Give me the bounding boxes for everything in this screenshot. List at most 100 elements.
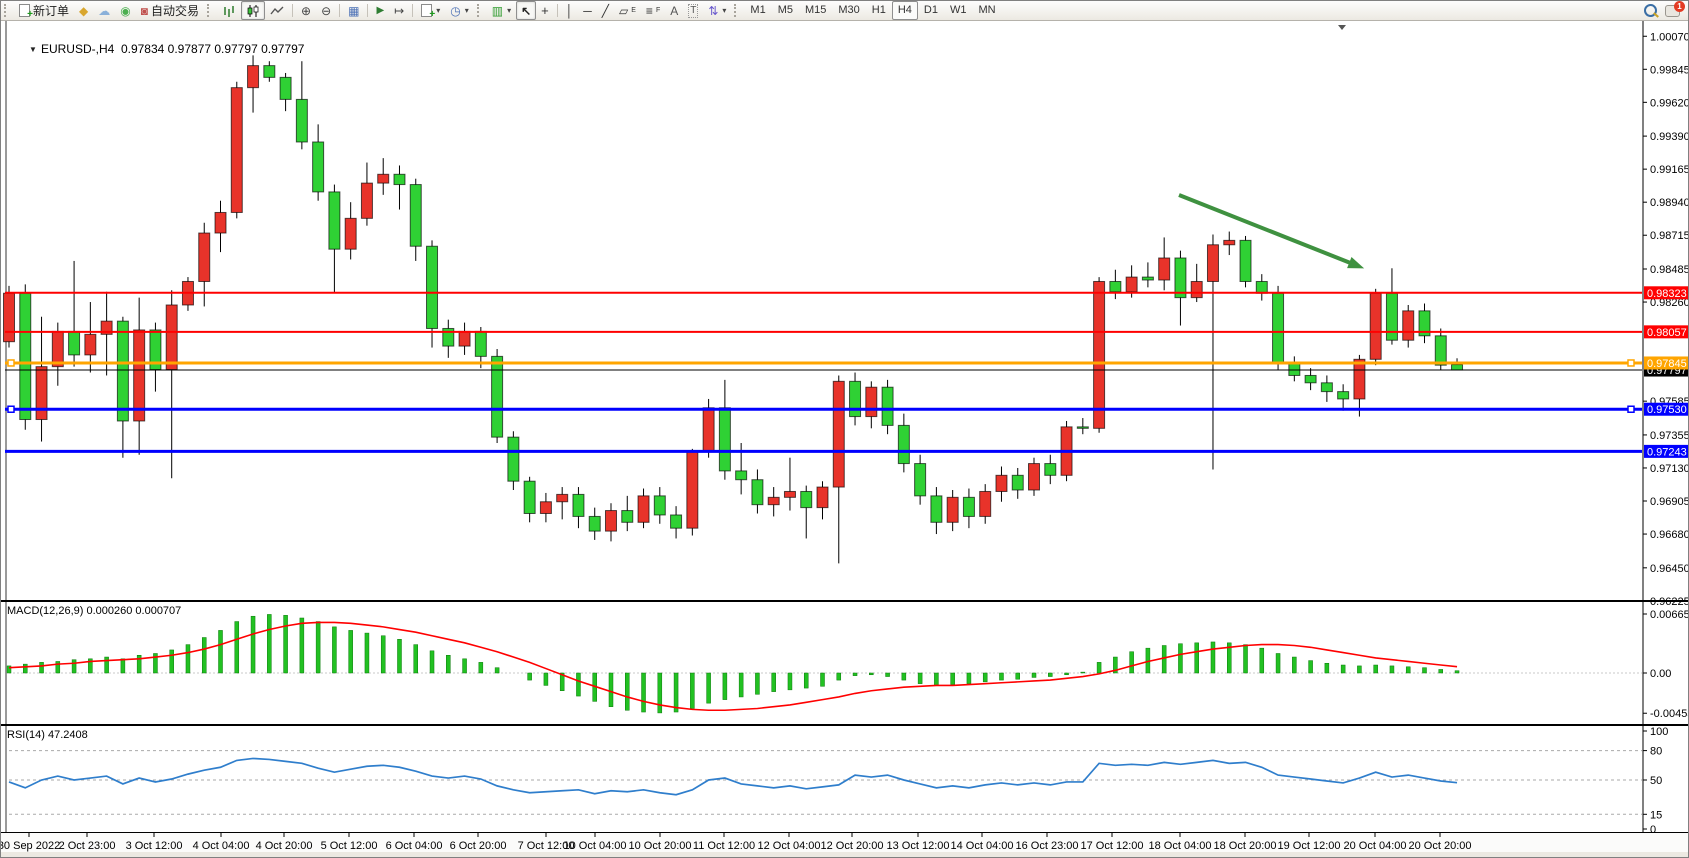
svg-text:0.98485: 0.98485 [1650,264,1689,276]
tab-h4[interactable]: H4 [891,1,918,20]
svg-text:6 Oct 20:00: 6 Oct 20:00 [450,840,507,852]
zoom-out-button[interactable]: ⊖ [316,1,336,20]
tab-d1[interactable]: D1 [923,4,938,16]
rsi-label: RSI(14) 47.2408 [7,729,88,741]
tab-w1[interactable]: W1 [949,4,967,16]
text-button[interactable]: A [665,1,683,20]
svg-text:17 Oct 12:00: 17 Oct 12:00 [1081,840,1144,852]
crosshair-button[interactable]: + [536,1,554,20]
svg-text:10 Oct 04:00: 10 Oct 04:00 [564,840,627,852]
auto-scroll-icon: ▶ [376,4,385,16]
toolbar-gripper[interactable] [4,4,10,17]
metaquotes-button[interactable]: ◆ [74,1,93,20]
line-handle[interactable] [1627,405,1635,413]
indicators-button[interactable]: ▥ ▾ [487,1,516,20]
new-order-label: 新订单 [33,4,70,18]
tile-windows-icon: ▦ [348,3,360,18]
autotrading-button[interactable]: ◙ 自动交易 [136,1,204,20]
line-chart-button[interactable] [265,1,289,20]
line-handle[interactable] [7,405,15,413]
autotrading-icon: ◙ [140,3,148,18]
svg-text:6 Oct 04:00: 6 Oct 04:00 [386,840,443,852]
market-button[interactable]: ☁ [93,1,115,20]
line-chart-icon [270,6,284,14]
svg-text:0.97845: 0.97845 [1647,358,1687,370]
toolbar-gripper[interactable] [476,4,483,17]
svg-text:0.00: 0.00 [1650,668,1671,680]
toolbar-gripper[interactable] [734,4,740,17]
svg-text:3 Oct 12:00: 3 Oct 12:00 [126,840,183,852]
chevron-down-icon: ▾ [507,6,512,15]
svg-text:80: 80 [1650,746,1662,758]
tab-mn[interactable]: MN [978,4,996,16]
svg-text:12 Oct 20:00: 12 Oct 20:00 [821,840,884,852]
horizontal-line-button[interactable]: ─ [578,1,597,20]
tab-h1[interactable]: H1 [871,4,886,16]
tab-m30[interactable]: M30 [838,4,860,16]
price-badge [1644,286,1688,300]
svg-text:0.96905: 0.96905 [1650,496,1689,508]
line-handle[interactable] [1627,359,1635,367]
tab-m1[interactable]: M1 [750,4,766,16]
candlestick-chart-button[interactable] [241,1,265,20]
fibo-letter: F [655,7,661,14]
search-icon[interactable] [1644,4,1657,17]
trend-arrow-object[interactable] [1178,193,1365,269]
svg-text:0.96680: 0.96680 [1650,529,1689,541]
price-axis[interactable]: 1.00070 0.99845 0.99620 0.99390 0.99165 0.989… [1643,31,1689,608]
svg-text:20 Oct 20:00: 20 Oct 20:00 [1409,840,1472,852]
auto-scroll-button[interactable]: ▶ [371,1,389,20]
price-badge [1644,325,1688,339]
arrows-button[interactable]: ⇅ ▾ [703,1,731,20]
chart-shift-marker[interactable] [1338,25,1346,30]
tab-m15[interactable]: M15 [804,4,827,16]
rsi-pane: 100 80 50 15 0 [8,726,1668,836]
diamond-icon: ◆ [79,3,89,18]
one-click-toggle-icon[interactable]: ▼ [29,45,37,54]
svg-text:5 Oct 12:00: 5 Oct 12:00 [321,840,378,852]
signals-button[interactable]: ◉ [115,1,135,20]
fibonacci-button[interactable]: ≡ F [641,1,665,20]
cursor-icon: ↖ [521,3,532,18]
tile-windows-button[interactable]: ▦ [343,1,364,20]
new-chart-button[interactable]: + ▾ [416,1,445,20]
svg-text:12 Oct 04:00: 12 Oct 04:00 [758,840,821,852]
chart-window[interactable]: 1.00070 0.99845 0.99620 0.99390 0.99165 0.989… [1,20,1689,858]
line-handle[interactable] [7,359,15,367]
new-order-button[interactable]: + 新订单 [14,1,74,20]
svg-text:19 Oct 12:00: 19 Oct 12:00 [1278,840,1341,852]
cursor-button[interactable]: ↖ [516,1,537,20]
text-label-button[interactable]: T [683,1,703,20]
toolbar-separator [339,4,341,17]
channel-button[interactable]: ▱ E [614,1,641,20]
svg-text:18 Oct 04:00: 18 Oct 04:00 [1149,840,1212,852]
trendline-button[interactable]: ╱ [597,1,614,20]
macd-pane: 0.00665 0.00 -0.004535 [6,609,1688,720]
macd-label: MACD(12,26,9) 0.000260 0.000707 [7,605,182,617]
svg-text:0.97355: 0.97355 [1650,430,1689,442]
period-button[interactable]: ◷ ▾ [445,1,474,20]
trendline-icon: ╱ [601,3,610,18]
svg-text:1.00070: 1.00070 [1650,31,1689,43]
notifications-icon[interactable]: 1 [1665,1,1685,17]
fibonacci-icon: ≡ [645,3,653,18]
svg-text:20 Oct 04:00: 20 Oct 04:00 [1344,840,1407,852]
svg-text:7 Oct 12:00: 7 Oct 12:00 [518,840,575,852]
chart-canvas[interactable]: 1.00070 0.99845 0.99620 0.99390 0.99165 0.989… [1,20,1689,858]
chart-shift-button[interactable]: ↦ [389,1,409,20]
text-label-icon: T [688,3,699,18]
channel-icon: ▱ [619,3,629,18]
toolbar-separator [556,4,558,17]
svg-text:14 Oct 04:00: 14 Oct 04:00 [951,840,1014,852]
zoom-in-button[interactable]: ⊕ [296,1,316,20]
tab-m5[interactable]: M5 [777,4,793,16]
price-badge [1644,444,1688,458]
bar-chart-button[interactable] [217,1,241,20]
cloud-icon: ☁ [98,3,111,18]
toolbar-gripper[interactable] [207,4,213,17]
svg-text:0: 0 [1650,824,1656,836]
line-objects [5,291,1642,453]
vertical-line-button[interactable]: │ [561,1,579,20]
